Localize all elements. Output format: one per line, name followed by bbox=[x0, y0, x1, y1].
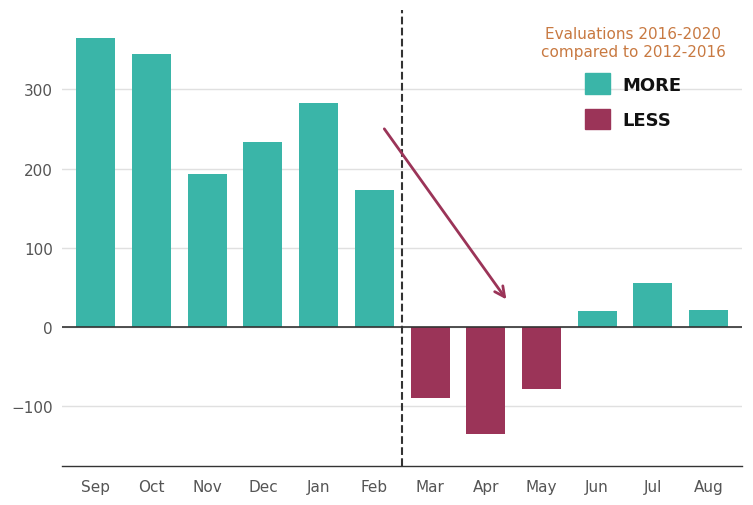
Bar bbox=[410, 327, 450, 398]
Bar bbox=[633, 284, 672, 327]
Bar bbox=[522, 327, 561, 389]
Bar bbox=[689, 310, 728, 327]
Bar bbox=[76, 39, 115, 327]
Bar bbox=[299, 104, 338, 327]
Legend: MORE, LESS: MORE, LESS bbox=[534, 20, 733, 137]
Bar bbox=[578, 312, 617, 327]
Bar bbox=[132, 55, 171, 327]
Bar bbox=[466, 327, 505, 434]
Bar bbox=[355, 190, 394, 327]
Bar bbox=[187, 175, 227, 327]
Bar bbox=[243, 143, 282, 327]
